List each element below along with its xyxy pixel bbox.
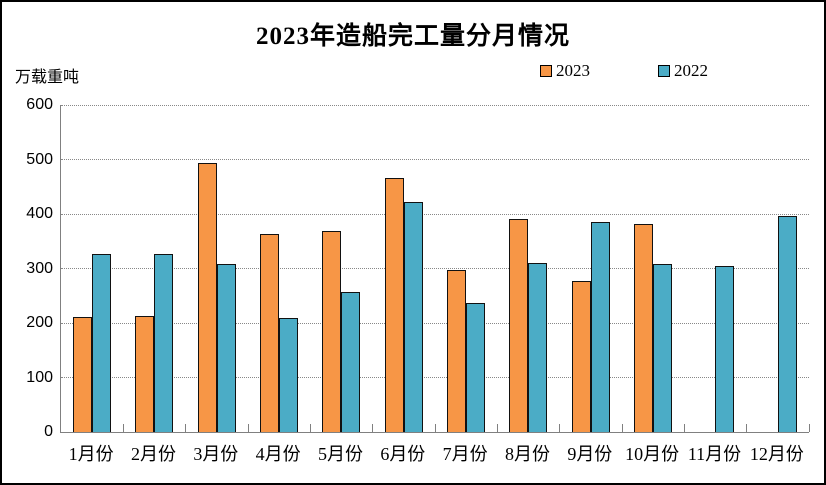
x-axis-tick-7 [496,424,498,432]
y-tick-label-500: 500 [26,150,53,168]
bar-2023-4月份 [260,234,280,432]
x-category-label-11月份: 11月份 [687,444,742,464]
bar-2023-2月份 [135,316,155,432]
bar-group-11月份 [684,105,746,432]
bar-2022-7月份 [466,303,486,432]
bar-group-1月份 [61,105,123,432]
bar-2022-11月份 [715,266,735,432]
bar-group-7月份 [435,105,497,432]
bar-2022-3月份 [216,264,236,432]
x-axis-tick-2 [185,424,187,432]
chart-title: 2023年造船完工量分月情况 [255,23,570,50]
bar-2022-2月份 [154,253,174,432]
x-axis-tick-6 [434,424,436,432]
x-category-label-10月份: 10月份 [625,444,680,464]
bar-2022-5月份 [341,291,361,432]
legend-label-2022: 2022 [674,61,708,80]
legend-item-2023: 2023 [540,61,590,81]
x-category-label-8月份: 8月份 [504,444,550,464]
x-axis-tick-5 [372,424,374,432]
legend-swatch-2023 [540,65,552,77]
y-tick-label-600: 600 [26,96,53,113]
x-axis-tick-4 [309,424,311,432]
gridline-200 [61,322,809,324]
x-axis-tick-11 [746,424,748,432]
legend-swatch-2022 [658,65,670,77]
bar-2022-1月份 [92,254,112,432]
gridline-300 [61,268,809,269]
bar-2023-1月份 [73,317,93,432]
bar-group-9月份 [560,105,622,432]
x-category-label-1月份: 1月份 [68,444,114,464]
legend: 2023 2022 [540,61,708,81]
bar-2022-8月份 [528,263,548,432]
bar-2023-8月份 [509,219,529,432]
bar-2022-9月份 [590,221,610,432]
x-axis-tick-12 [808,424,810,432]
x-axis-tick-9 [621,424,623,432]
bar-group-6月份 [373,105,435,432]
legend-label-2023: 2023 [556,61,590,80]
bar-group-4月份 [248,105,310,432]
gridline-100 [61,377,809,378]
y-tick-label-200: 200 [26,314,53,331]
gridline-600 [61,104,809,106]
x-axis-tick-8 [559,424,561,432]
bar-group-5月份 [310,105,372,432]
x-category-label-4月份: 4月份 [255,444,301,464]
bar-2023-5月份 [322,231,342,432]
bar-group-10月份 [622,105,684,432]
bar-2023-9月份 [571,281,591,432]
gridline-400 [61,213,809,215]
bar-group-2月份 [123,105,185,432]
gridline-500 [61,159,809,160]
y-axis-unit-label: 万载重吨 [15,69,80,86]
bar-2023-10月份 [634,223,654,432]
bar-2022-12月份 [777,215,797,432]
x-category-label-2月份: 2月份 [130,444,176,464]
y-tick-label-300: 300 [26,259,53,277]
bar-2023-7月份 [447,270,467,432]
bar-2022-4月份 [279,317,299,432]
bar-group-3月份 [186,105,248,432]
x-category-label-12月份: 12月份 [749,444,804,464]
x-category-label-5月份: 5月份 [317,444,363,464]
y-tick-label-0: 0 [44,423,53,440]
y-tick-label-100: 100 [26,368,53,386]
y-tick-label-400: 400 [26,205,53,222]
x-category-label-9月份: 9月份 [567,444,613,464]
bar-group-8月份 [497,105,559,432]
bar-2023-3月份 [197,162,217,432]
bar-2022-10月份 [653,263,673,432]
x-category-label-6月份: 6月份 [380,444,426,464]
x-axis-tick-10 [683,424,685,432]
x-axis-tick-1 [122,424,124,432]
x-category-label-3月份: 3月份 [193,444,239,464]
legend-item-2022: 2022 [658,61,708,81]
x-category-label-7月份: 7月份 [442,444,488,464]
bar-2023-6月份 [384,178,404,432]
x-axis-tick-3 [247,424,249,432]
bar-2022-6月份 [403,202,423,432]
plot-area [60,104,810,433]
bar-group-12月份 [747,105,809,432]
